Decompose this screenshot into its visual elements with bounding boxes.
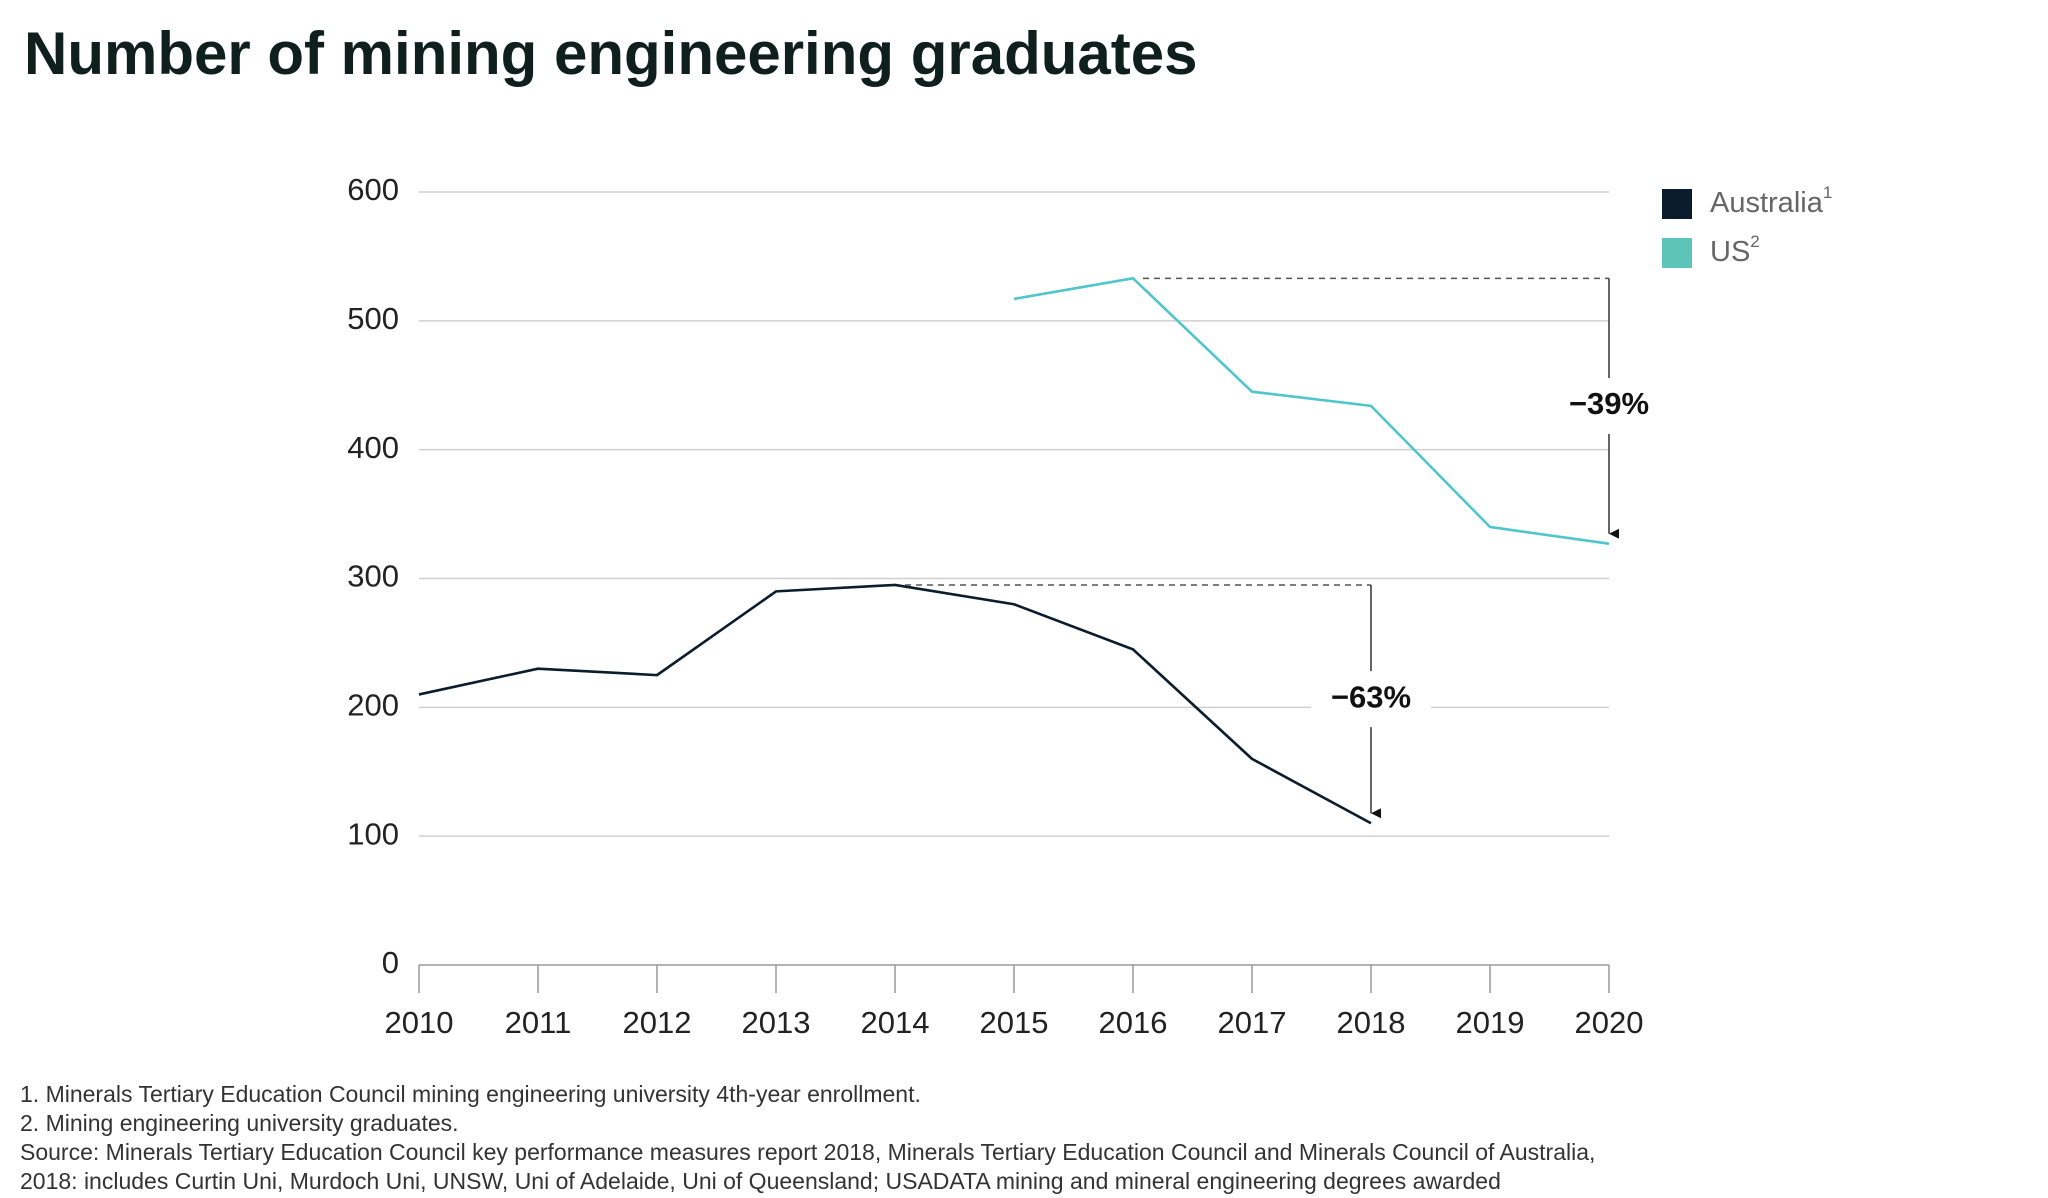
legend-label: Australia1: [1710, 183, 1832, 218]
annotation-bg: [1549, 382, 1669, 431]
legend-swatch: [1662, 238, 1692, 268]
y-tick-label: 100: [347, 816, 399, 851]
annotation-bg: [1311, 675, 1431, 724]
legend-name: Australia: [1710, 187, 1824, 219]
annotation-label: −39%: [1569, 386, 1649, 421]
y-tick-label: 500: [347, 301, 399, 336]
series-line: [418, 583, 1372, 825]
annotation-label: −63%: [1331, 679, 1411, 714]
footnote: Source: Minerals Tertiary Education Coun…: [20, 1139, 1595, 1165]
legend-note: 2: [1750, 232, 1759, 251]
y-tick-label: 400: [347, 430, 399, 465]
x-tick-label: 2011: [505, 1005, 572, 1040]
x-tick-label: 2012: [623, 1005, 692, 1040]
y-tick-label: 300: [347, 559, 399, 594]
legend-name: US: [1710, 236, 1750, 268]
footnote: 2. Mining engineering university graduat…: [20, 1110, 459, 1136]
x-tick-label: 2010: [385, 1005, 454, 1040]
x-tick-label: 2013: [742, 1005, 811, 1040]
x-tick-label: 2016: [1099, 1005, 1168, 1040]
legend-swatch: [1662, 189, 1692, 219]
x-tick-label: 2020: [1575, 1005, 1644, 1040]
y-tick-label: 600: [347, 172, 399, 207]
y-tick-label: 200: [347, 688, 399, 723]
x-tick-label: 2019: [1456, 1005, 1525, 1040]
y-tick-label: 0: [382, 945, 399, 980]
x-tick-label: 2018: [1337, 1005, 1406, 1040]
chart-title: Number of mining engineering graduates: [24, 20, 1197, 87]
series-line: [1013, 277, 1610, 546]
x-tick-label: 2014: [861, 1005, 930, 1040]
legend-note: 1: [1823, 183, 1832, 202]
x-tick-label: 2015: [980, 1005, 1049, 1040]
legend-label: US2: [1710, 232, 1760, 267]
footnote: 2018: includes Curtin Uni, Murdoch Uni, …: [20, 1168, 1501, 1194]
footnote: 1. Minerals Tertiary Education Council m…: [20, 1081, 921, 1107]
x-tick-label: 2017: [1218, 1005, 1287, 1040]
